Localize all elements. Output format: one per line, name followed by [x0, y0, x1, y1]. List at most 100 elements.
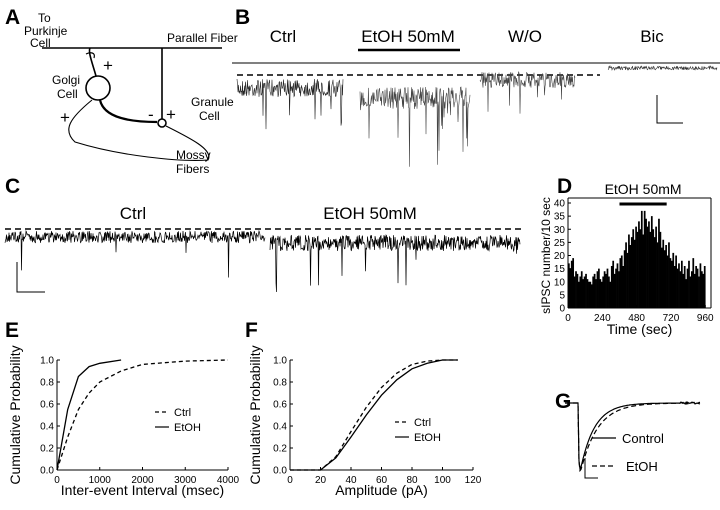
bar [639, 229, 642, 308]
x-axis-label: Amplitude (pA) [335, 482, 428, 498]
bar [595, 279, 597, 308]
y-tick-label: 0.4 [273, 422, 287, 433]
y-axis-label: Cumulative Probability [7, 345, 23, 484]
x-tick-label: 0 [565, 313, 571, 324]
x-tick-label: 80 [406, 475, 418, 486]
bar [686, 268, 689, 308]
bar [673, 266, 676, 308]
y-tick-label: 10 [554, 277, 566, 288]
panel-label: G [555, 390, 571, 413]
bar [643, 210, 646, 308]
bar [585, 273, 587, 308]
bar [702, 273, 705, 308]
bar [570, 260, 573, 308]
x-axis-label: Inter-event Interval (msec) [61, 482, 224, 498]
x-tick-label: 100 [434, 475, 451, 486]
bar [672, 252, 675, 308]
line [56, 359, 229, 471]
y-tick-label: 0.0 [273, 466, 287, 477]
legend-label: Control [622, 431, 664, 446]
sign: + [166, 105, 176, 124]
bar [633, 239, 636, 308]
bar [693, 273, 696, 308]
y-tick-label: 35 [554, 212, 566, 223]
y-tick-label: 0.2 [273, 444, 287, 455]
bar [650, 216, 653, 308]
legend-label: EtOH [414, 432, 441, 444]
bar [608, 276, 610, 308]
bar [616, 263, 619, 308]
legend-label: Ctrl [414, 417, 431, 429]
bar [655, 226, 657, 308]
bar [573, 276, 576, 308]
y-tick-label: 40 [554, 199, 566, 210]
bar [629, 245, 632, 308]
trace-label: Ctrl [270, 27, 296, 46]
trace-label: Ctrl [120, 204, 146, 223]
bar [580, 271, 583, 308]
bar [575, 271, 577, 308]
bar [626, 252, 629, 308]
bar [678, 263, 680, 308]
y-tick-label: 1.0 [273, 356, 287, 367]
bar [619, 258, 622, 308]
bar [638, 221, 640, 308]
x-tick-label: 40 [345, 475, 357, 486]
bar [582, 279, 585, 308]
bar [618, 271, 620, 308]
y-tick-label: 25 [554, 238, 566, 249]
bar [610, 266, 613, 308]
bar [602, 276, 605, 308]
bar [636, 231, 639, 308]
line [56, 359, 122, 471]
y-tick-label: 1.0 [40, 356, 54, 367]
bar [572, 258, 575, 308]
y-tick-label: 0.6 [273, 400, 287, 411]
bar [670, 260, 673, 308]
trace [269, 234, 521, 293]
annotation: EtOH 50mM [605, 181, 682, 197]
y-tick-label: 5 [559, 290, 565, 301]
golgi-dendrite [88, 47, 97, 77]
circuit-diagram [42, 47, 222, 161]
bar [578, 281, 580, 308]
bar [600, 281, 603, 308]
bar [613, 273, 616, 308]
panel-label: F [245, 319, 258, 342]
x-tick-label: 0 [54, 475, 60, 486]
bar [665, 245, 667, 308]
panel-label: B [235, 6, 250, 29]
bar [645, 218, 647, 308]
bar [642, 234, 645, 308]
diagram-label: Purkinje [24, 24, 68, 38]
diagram-label: Cell [30, 36, 51, 50]
x-tick-label: 480 [628, 313, 645, 324]
bar [666, 255, 669, 308]
y-tick-label: 15 [554, 264, 566, 275]
trace [359, 86, 471, 167]
line [290, 359, 458, 471]
sign: - [148, 105, 154, 124]
x-tick-label: 60 [376, 475, 388, 486]
y-tick-label: 0 [559, 304, 565, 315]
bar [605, 273, 607, 308]
diagram-label: Golgi [52, 73, 80, 87]
y-axis-label: sIPSC number/10 sec [539, 197, 553, 314]
diagram-label: Parallel Fiber [167, 31, 238, 45]
bar [569, 268, 572, 308]
golgi-axon [98, 99, 158, 124]
bar [592, 276, 595, 308]
x-tick-label: 240 [594, 313, 611, 324]
bar [586, 279, 589, 308]
y-tick-label: 20 [554, 251, 566, 262]
bar [662, 239, 665, 308]
bar [606, 268, 609, 308]
y-tick-label: 0.8 [40, 378, 54, 389]
legend-label: Ctrl [174, 407, 191, 419]
scale-bar [584, 458, 598, 479]
bar [689, 276, 692, 308]
panel-label: E [5, 319, 19, 342]
bar [589, 281, 592, 308]
